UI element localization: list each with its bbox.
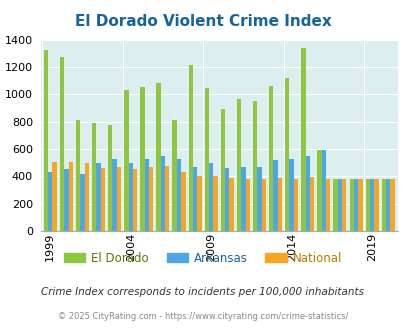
- Bar: [165, 166, 169, 231]
- Bar: [381, 179, 385, 231]
- Text: © 2025 CityRating.com - https://www.cityrating.com/crime-statistics/: © 2025 CityRating.com - https://www.city…: [58, 312, 347, 321]
- Bar: [245, 179, 249, 231]
- Bar: [293, 179, 297, 231]
- Bar: [252, 101, 257, 231]
- Bar: [284, 78, 289, 231]
- Bar: [52, 162, 57, 231]
- Bar: [261, 179, 265, 231]
- Text: El Dorado Violent Crime Index: El Dorado Violent Crime Index: [75, 14, 330, 29]
- Bar: [236, 99, 241, 231]
- Bar: [128, 163, 132, 231]
- Bar: [160, 156, 165, 231]
- Bar: [241, 167, 245, 231]
- Bar: [220, 109, 224, 231]
- Bar: [80, 174, 84, 231]
- Bar: [156, 83, 160, 231]
- Bar: [269, 86, 273, 231]
- Bar: [84, 163, 89, 231]
- Bar: [68, 162, 72, 231]
- Bar: [317, 150, 321, 231]
- Bar: [305, 156, 309, 231]
- Bar: [188, 65, 192, 231]
- Bar: [309, 177, 313, 231]
- Bar: [325, 179, 330, 231]
- Bar: [337, 179, 341, 231]
- Bar: [172, 120, 177, 231]
- Bar: [108, 125, 112, 231]
- Bar: [390, 179, 394, 231]
- Text: Crime Index corresponds to incidents per 100,000 inhabitants: Crime Index corresponds to incidents per…: [41, 287, 364, 297]
- Bar: [373, 179, 378, 231]
- Bar: [92, 123, 96, 231]
- Bar: [100, 168, 105, 231]
- Bar: [44, 50, 48, 231]
- Bar: [385, 179, 390, 231]
- Bar: [289, 158, 293, 231]
- Bar: [124, 90, 128, 231]
- Bar: [369, 179, 373, 231]
- Bar: [273, 160, 277, 231]
- Bar: [353, 179, 357, 231]
- Bar: [132, 169, 137, 231]
- Bar: [204, 88, 209, 231]
- Bar: [181, 172, 185, 231]
- Bar: [209, 163, 213, 231]
- Bar: [149, 167, 153, 231]
- Bar: [333, 179, 337, 231]
- Bar: [192, 167, 197, 231]
- Bar: [117, 167, 121, 231]
- Bar: [321, 150, 325, 231]
- Bar: [144, 158, 149, 231]
- Bar: [365, 179, 369, 231]
- Bar: [76, 120, 80, 231]
- Bar: [277, 178, 281, 231]
- Bar: [257, 167, 261, 231]
- Bar: [349, 179, 353, 231]
- Bar: [112, 158, 117, 231]
- Bar: [60, 57, 64, 231]
- Bar: [64, 170, 68, 231]
- Bar: [140, 87, 144, 231]
- Bar: [341, 179, 345, 231]
- Bar: [213, 176, 217, 231]
- Bar: [301, 48, 305, 231]
- Bar: [357, 179, 362, 231]
- Bar: [224, 168, 229, 231]
- Bar: [197, 176, 201, 231]
- Bar: [177, 158, 181, 231]
- Bar: [229, 178, 233, 231]
- Bar: [48, 172, 52, 231]
- Legend: El Dorado, Arkansas, National: El Dorado, Arkansas, National: [59, 247, 346, 269]
- Bar: [96, 163, 100, 231]
